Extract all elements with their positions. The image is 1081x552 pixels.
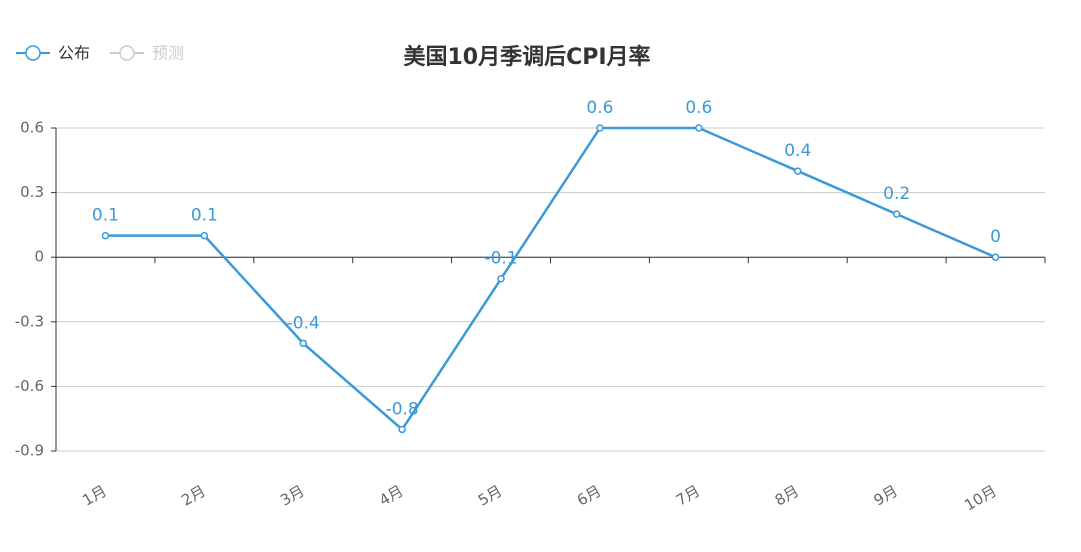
y-tick-label: 0	[34, 248, 44, 266]
point	[101, 231, 110, 240]
data-label: -0.8	[386, 399, 419, 419]
data-label: 0.6	[685, 98, 712, 118]
legend-item[interactable]: 预测	[110, 44, 184, 63]
data-label: 0	[990, 227, 1001, 247]
legend-symbol	[25, 45, 41, 61]
data-label: -0.1	[484, 249, 517, 269]
chart-title: 美国10月季调后CPI月率	[403, 44, 650, 70]
x-tick-label: 4月	[376, 482, 406, 510]
point	[596, 124, 604, 132]
x-tick-label: 5月	[475, 482, 505, 510]
x-tick-label: 3月	[277, 482, 307, 510]
x-tick-label: 6月	[574, 482, 604, 510]
point	[991, 253, 1000, 261]
point	[794, 167, 802, 175]
legend-item[interactable]: 公布	[16, 44, 90, 63]
x-tick-label: 2月	[178, 482, 208, 510]
point	[497, 274, 505, 283]
data-label: 0.1	[191, 206, 218, 226]
point	[695, 124, 703, 132]
legend-symbol	[119, 45, 135, 61]
x-tick-label: 10月	[961, 482, 1000, 515]
y-tick-label: 0.3	[20, 183, 44, 201]
data-label: -0.4	[287, 313, 320, 333]
x-tick-label: 1月	[79, 482, 109, 510]
point	[892, 210, 901, 218]
data-label: 0.2	[883, 184, 910, 204]
point	[398, 425, 406, 434]
legend-label: 预测	[152, 44, 184, 63]
data-label: 0.6	[586, 98, 613, 118]
y-tick-label: -0.3	[15, 312, 44, 330]
y-tick-label: 0.6	[20, 119, 44, 137]
point	[200, 231, 209, 240]
y-tick-label: -0.9	[15, 442, 44, 460]
y-tick-label: -0.6	[15, 377, 44, 395]
point	[299, 339, 307, 348]
x-tick-label: 9月	[871, 482, 901, 510]
x-tick-label: 8月	[772, 482, 802, 510]
data-label: 0.4	[784, 141, 811, 161]
x-tick-label: 7月	[673, 482, 703, 510]
data-label: 0.1	[92, 206, 119, 226]
line	[105, 126, 997, 432]
legend-label: 公布	[58, 44, 90, 63]
